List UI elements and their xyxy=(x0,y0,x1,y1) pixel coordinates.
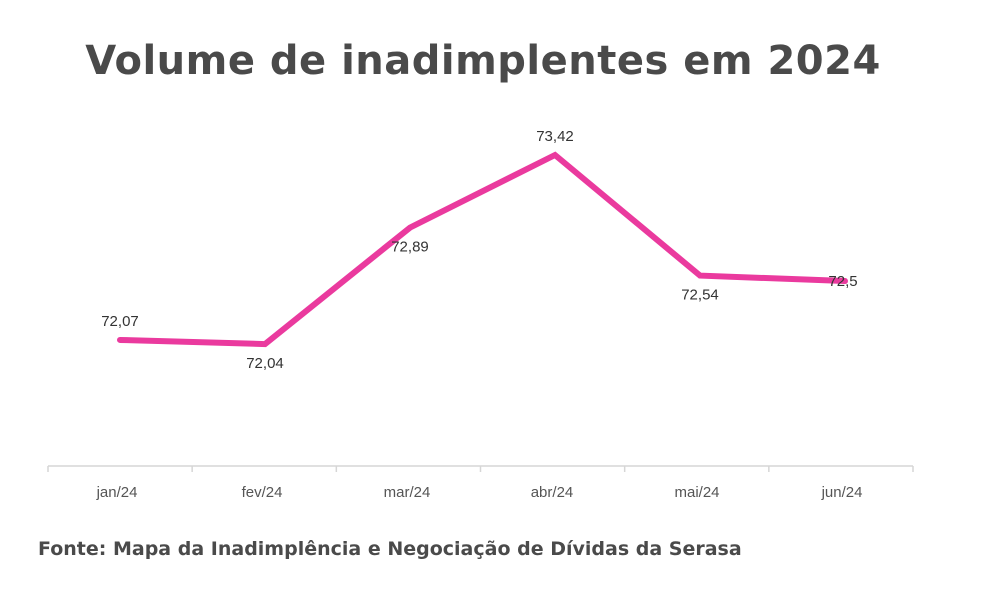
x-tick-label: jan/24 xyxy=(96,484,138,501)
data-labels: 72,07 72,04 72,89 73,42 72,54 72,5 xyxy=(101,128,857,372)
x-tick-label: jun/24 xyxy=(821,484,863,501)
data-label: 72,04 xyxy=(246,355,284,372)
data-label: 73,42 xyxy=(536,128,574,145)
series-line xyxy=(117,151,848,348)
x-tick-label: fev/24 xyxy=(242,484,283,501)
x-axis-tick-labels: jan/24 fev/24 mar/24 abr/24 mai/24 jun/24 xyxy=(96,484,863,501)
x-tick-label: abr/24 xyxy=(531,484,574,501)
data-label: 72,5 xyxy=(828,273,857,290)
chart-title: Volume de inadimplentes em 2024 xyxy=(85,38,881,84)
data-label: 72,54 xyxy=(681,287,719,304)
data-label: 72,89 xyxy=(391,239,429,256)
source-note: Fonte: Mapa da Inadimplência e Negociaçã… xyxy=(38,538,742,560)
x-axis-ticks xyxy=(47,466,914,472)
data-label: 72,07 xyxy=(101,313,139,330)
line-chart: jan/24 fev/24 mar/24 abr/24 mai/24 jun/24 72,… xyxy=(47,128,914,501)
x-tick-label: mai/24 xyxy=(674,484,719,501)
x-tick-label: mar/24 xyxy=(384,484,431,501)
